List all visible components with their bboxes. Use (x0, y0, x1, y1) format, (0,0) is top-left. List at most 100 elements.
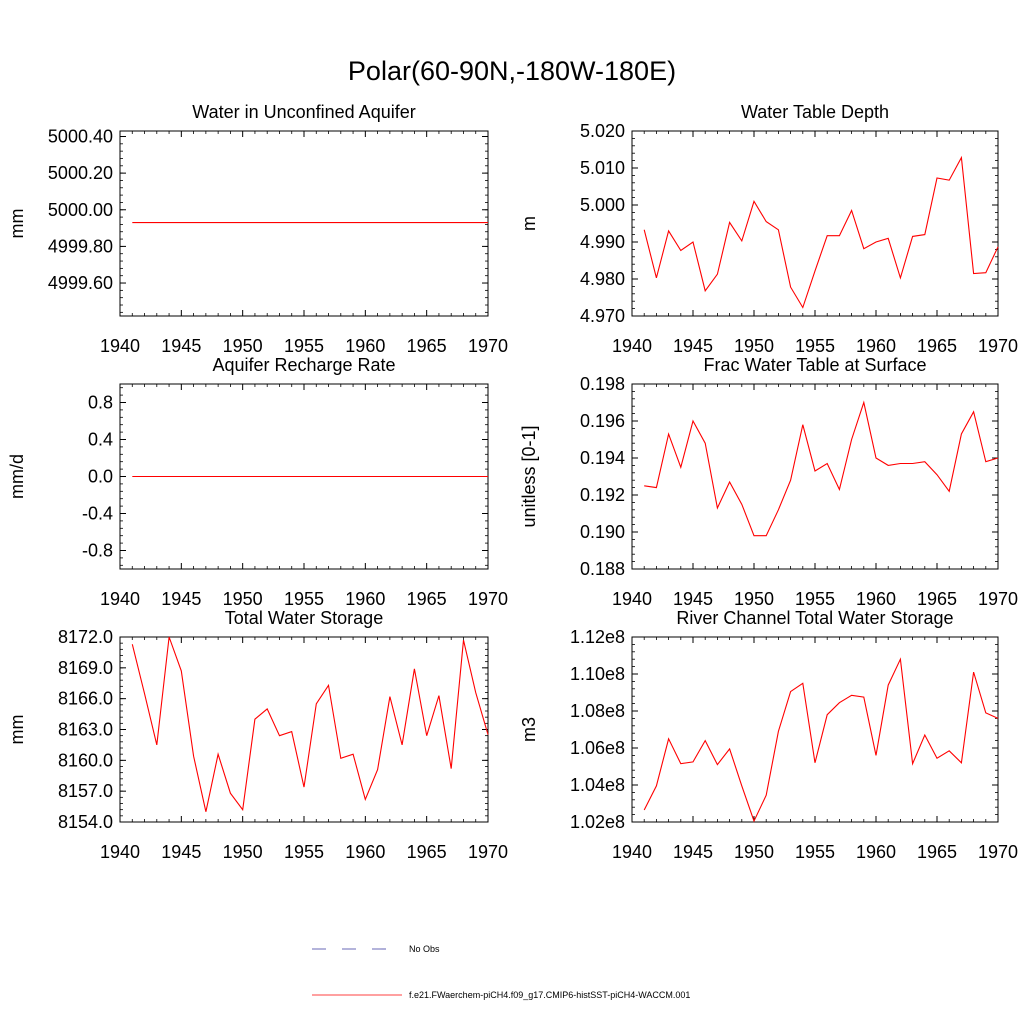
river-channel-storage-series-line (643, 657, 999, 823)
frac-water-table-xtick-label: 1960 (856, 589, 896, 609)
legend-model-label: f.e21.FWaerchem-piCH4.f09_g17.CMIP6-hist… (409, 990, 691, 1000)
total-water-storage-xtick-label: 1965 (407, 842, 447, 862)
water-table-depth-ytick-label: 4.970 (580, 306, 625, 326)
recharge-rate-xtick-label: 1955 (284, 589, 324, 609)
total-water-storage-xtick-label: 1960 (345, 842, 385, 862)
total-water-storage-title: Total Water Storage (225, 608, 383, 628)
total-water-storage-ytick-label: 8169.0 (58, 658, 113, 678)
recharge-rate-xtick-label: 1965 (407, 589, 447, 609)
water-table-depth-xtick-label: 1945 (673, 336, 713, 356)
aquifer-water-frame (119, 130, 489, 317)
total-water-storage-ytick-label: 8160.0 (58, 750, 113, 770)
total-water-storage-frame (119, 636, 489, 823)
total-water-storage-ytick-label: 8172.0 (58, 627, 113, 647)
frac-water-table-xtick-label: 1965 (917, 589, 957, 609)
water-table-depth-series-line (643, 155, 999, 309)
aquifer-water-xtick-label: 1960 (345, 336, 385, 356)
recharge-rate-ylabel: mm/d (7, 454, 27, 499)
frac-water-table-title: Frac Water Table at Surface (703, 355, 926, 375)
total-water-storage-xtick-label: 1955 (284, 842, 324, 862)
river-channel-storage-xtick-label: 1970 (978, 842, 1018, 862)
aquifer-water-ytick-label: 5000.20 (48, 163, 113, 183)
recharge-rate-ytick-label: 0.4 (88, 430, 113, 450)
water-table-depth-xtick-label: 1965 (917, 336, 957, 356)
recharge-rate-ytick-label: 0.8 (88, 393, 113, 413)
river-channel-storage-ytick-label: 1.02e8 (570, 812, 625, 832)
water-table-depth-frame (631, 130, 999, 317)
aquifer-water-ytick-label: 5000.40 (48, 126, 113, 146)
recharge-rate-ytick-label: 0.0 (88, 467, 113, 487)
frac-water-table-ytick-label: 0.198 (580, 374, 625, 394)
frac-water-table-ytick-label: 0.192 (580, 485, 625, 505)
total-water-storage-ytick-label: 8166.0 (58, 689, 113, 709)
aquifer-water-ytick-label: 4999.80 (48, 236, 113, 256)
river-channel-storage-xtick-label: 1945 (673, 842, 713, 862)
water-table-depth-xtick-label: 1950 (734, 336, 774, 356)
water-table-depth-xtick-label: 1940 (612, 336, 652, 356)
recharge-rate-xtick-label: 1960 (345, 589, 385, 609)
aquifer-water-title: Water in Unconfined Aquifer (192, 102, 415, 122)
total-water-storage-xtick-label: 1940 (100, 842, 140, 862)
frac-water-table-xtick-label: 1955 (795, 589, 835, 609)
frac-water-table-ylabel: unitless [0-1] (519, 425, 539, 527)
river-channel-storage-xtick-label: 1960 (856, 842, 896, 862)
river-channel-storage-title: River Channel Total Water Storage (676, 608, 953, 628)
recharge-rate-ytick-label: -0.8 (82, 541, 113, 561)
frac-water-table-xtick-label: 1945 (673, 589, 713, 609)
water-table-depth-xtick-label: 1970 (978, 336, 1018, 356)
river-channel-storage-xtick-label: 1965 (917, 842, 957, 862)
total-water-storage-series-line (131, 636, 489, 812)
recharge-rate-xtick-label: 1945 (161, 589, 201, 609)
river-channel-storage-xtick-label: 1955 (795, 842, 835, 862)
total-water-storage-ytick-label: 8163.0 (58, 720, 113, 740)
aquifer-water-ytick-label: 4999.60 (48, 273, 113, 293)
total-water-storage-xtick-label: 1945 (161, 842, 201, 862)
river-channel-storage-ytick-label: 1.04e8 (570, 775, 625, 795)
aquifer-water-ylabel: mm (7, 209, 27, 239)
recharge-rate-xtick-label: 1950 (223, 589, 263, 609)
frac-water-table-xtick-label: 1940 (612, 589, 652, 609)
river-channel-storage-ylabel: m3 (519, 717, 539, 742)
aquifer-water-xtick-label: 1940 (100, 336, 140, 356)
water-table-depth-xtick-label: 1955 (795, 336, 835, 356)
aquifer-water-xtick-label: 1955 (284, 336, 324, 356)
aquifer-water-xtick-label: 1950 (223, 336, 263, 356)
river-channel-storage-ytick-label: 1.08e8 (570, 701, 625, 721)
recharge-rate-title: Aquifer Recharge Rate (212, 355, 395, 375)
river-channel-storage-frame (631, 636, 999, 823)
recharge-rate-ytick-label: -0.4 (82, 504, 113, 524)
frac-water-table-ytick-label: 0.190 (580, 522, 625, 542)
water-table-depth-ytick-label: 5.020 (580, 121, 625, 141)
frac-water-table-ytick-label: 0.188 (580, 559, 625, 579)
water-table-depth-ytick-label: 5.000 (580, 195, 625, 215)
total-water-storage-ylabel: mm (7, 715, 27, 745)
water-table-depth-ytick-label: 5.010 (580, 158, 625, 178)
aquifer-water-xtick-label: 1970 (468, 336, 508, 356)
river-channel-storage-xtick-label: 1940 (612, 842, 652, 862)
total-water-storage-xtick-label: 1970 (468, 842, 508, 862)
frac-water-table-series-line (644, 400, 999, 537)
aquifer-water-xtick-label: 1965 (407, 336, 447, 356)
total-water-storage-xtick-label: 1950 (223, 842, 263, 862)
aquifer-water-xtick-label: 1945 (161, 336, 201, 356)
water-table-depth-ylabel: m (519, 216, 539, 231)
water-table-depth-xtick-label: 1960 (856, 336, 896, 356)
frac-water-table-ytick-label: 0.194 (580, 448, 625, 468)
frac-water-table-xtick-label: 1970 (978, 589, 1018, 609)
aquifer-water-ytick-label: 5000.00 (48, 200, 113, 220)
frac-water-table-xtick-label: 1950 (734, 589, 774, 609)
frac-water-table-frame (631, 383, 999, 570)
water-table-depth-ytick-label: 4.980 (580, 269, 625, 289)
frac-water-table-ytick-label: 0.196 (580, 411, 625, 431)
river-channel-storage-xtick-label: 1950 (734, 842, 774, 862)
water-table-depth-ytick-label: 4.990 (580, 232, 625, 252)
water-table-depth-title: Water Table Depth (741, 102, 889, 122)
page-title: Polar(60-90N,-180W-180E) (347, 56, 677, 86)
river-channel-storage-ytick-label: 1.06e8 (570, 738, 625, 758)
recharge-rate-xtick-label: 1970 (468, 589, 508, 609)
river-channel-storage-ytick-label: 1.12e8 (570, 627, 625, 647)
